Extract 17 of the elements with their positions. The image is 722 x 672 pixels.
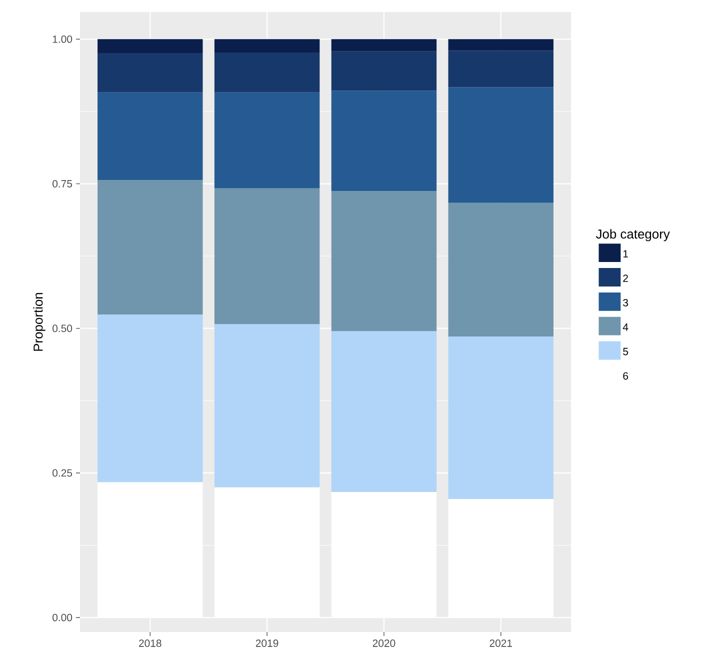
text: 6	[623, 372, 628, 380]
y-axis-title: Proportion	[33, 292, 46, 351]
legend-label: 3	[623, 299, 628, 306]
y-tick-label: 0.00	[52, 614, 72, 622]
legend-label: 1	[623, 250, 628, 258]
y-tick-label: 0.25	[52, 469, 72, 477]
x-tick-label: 2018	[139, 640, 162, 647]
legend-label: 4	[622, 324, 628, 331]
y-tick-label: 0.50	[52, 324, 72, 332]
x-tick-label: 2021	[490, 640, 512, 647]
legend-label: 2	[623, 274, 628, 282]
y-tick-label: 0.75	[52, 180, 72, 188]
legend-title: Job category	[596, 229, 670, 242]
x-tick-label: 2019	[256, 640, 278, 647]
legend-label: 5	[623, 348, 628, 356]
y-tick-label: 1.00	[52, 35, 72, 43]
x-tick-label: 2020	[372, 640, 396, 647]
